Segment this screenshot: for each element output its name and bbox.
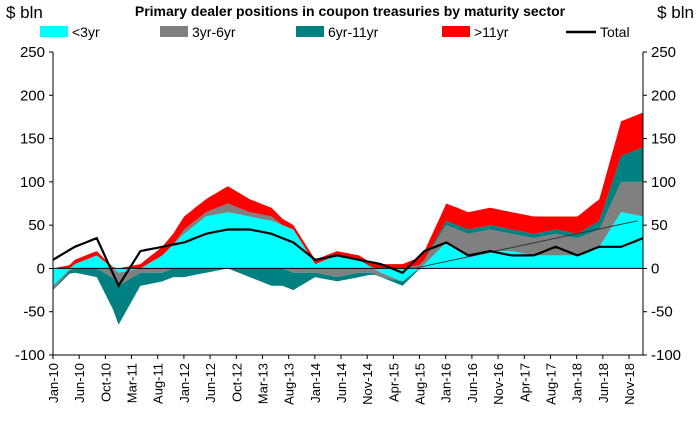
- x-tick-label: Jan-12: [177, 363, 192, 403]
- x-tick-label: Jan-16: [439, 363, 454, 403]
- x-tick-label: Jun-10: [72, 363, 87, 403]
- legend-label-gt11yr: >11yr: [474, 24, 509, 40]
- x-tick-label: Nov-14: [360, 363, 375, 405]
- legend-label-6yr-11yr: 6yr-11yr: [328, 24, 379, 40]
- x-tick-label: Nov-18: [622, 363, 637, 405]
- right-tick-label: 200: [651, 87, 676, 104]
- x-tick-label: Jun-14: [334, 363, 349, 403]
- legend: <3yr 3yr-6yr 6yr-11yr >11yr Total: [40, 24, 630, 40]
- left-tick-label: -50: [23, 304, 45, 321]
- legend-swatch-6yr-11yr: [296, 26, 324, 37]
- x-tick-label: Aug-13: [282, 363, 297, 405]
- left-tick-label: 50: [28, 217, 45, 234]
- x-tick-label: Apr-15: [386, 363, 401, 402]
- x-tick-label: Aug-11: [151, 363, 166, 404]
- legend-swatch-lt3yr: [40, 26, 68, 37]
- series-line-total: [52, 228, 644, 289]
- left-tick-label: 100: [20, 174, 45, 191]
- chart-title: Primary dealer positions in coupon treas…: [135, 3, 566, 19]
- x-tick-label: Apr-17: [517, 363, 532, 402]
- left-tick-label: 250: [20, 44, 45, 61]
- right-tick-label: -50: [651, 304, 673, 321]
- left-tick-label: 150: [20, 131, 45, 148]
- x-tick-label: Oct-10: [98, 363, 113, 402]
- right-tick-label: -100: [651, 347, 681, 364]
- x-tick-label: Oct-12: [229, 363, 244, 402]
- series-area-lt3yr: [53, 212, 643, 286]
- axes: 250 250 200 200 150 150 100 100 50 50 0 0 -50 -50 -100…: [15, 44, 681, 405]
- legend-label-total: Total: [600, 24, 630, 40]
- x-tick-label: Mar-13: [256, 363, 271, 404]
- trendline: [413, 220, 638, 269]
- right-tick-label: 250: [651, 44, 676, 61]
- x-tick-label: Nov-16: [491, 363, 506, 405]
- legend-label-lt3yr: <3yr: [72, 24, 100, 40]
- plot-area: [52, 112, 644, 325]
- left-unit-label: $ bln: [6, 3, 43, 22]
- x-tick-label: Aug-15: [413, 363, 428, 405]
- x-tick-label: Jun-16: [465, 363, 480, 403]
- x-tick-label: Jan-18: [570, 363, 585, 403]
- right-tick-label: 50: [651, 217, 668, 234]
- right-tick-label: 150: [651, 131, 676, 148]
- left-tick-label: 200: [20, 87, 45, 104]
- series-area-6yr-11yr: [53, 147, 643, 325]
- left-tick-label: 0: [37, 260, 45, 277]
- legend-label-3yr-6yr: 3yr-6yr: [192, 24, 236, 40]
- series-area-gt11yr: [53, 112, 643, 325]
- left-tick-label: -100: [15, 347, 45, 364]
- right-tick-label: 0: [651, 260, 659, 277]
- legend-swatch-3yr-6yr: [160, 26, 188, 37]
- right-tick-label: 100: [651, 174, 676, 191]
- x-tick-label: Aug-17: [544, 363, 559, 405]
- right-unit-label: $ bln: [657, 3, 694, 22]
- legend-swatch-gt11yr: [442, 26, 470, 37]
- x-tick-label: Jun-12: [203, 363, 218, 403]
- x-tick-label: Jan-14: [308, 363, 323, 403]
- x-tick-label: Mar-11: [125, 363, 140, 403]
- x-tick-label: Jan-10: [46, 363, 61, 403]
- x-tick-label: Jun-18: [596, 363, 611, 403]
